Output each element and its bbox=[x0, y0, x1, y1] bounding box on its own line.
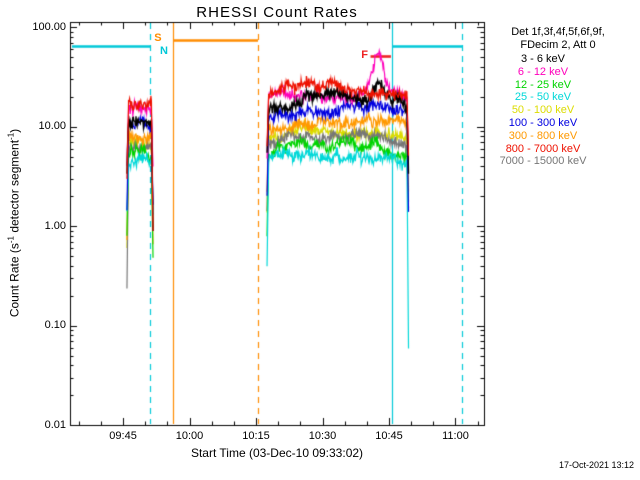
x-tick-label: 10:30 bbox=[308, 430, 337, 442]
flag-label-F: F bbox=[361, 48, 368, 61]
creation-timestamp: 17-Oct-2021 13:12 bbox=[558, 460, 634, 470]
legend-entry: 3 - 6 keV bbox=[520, 53, 566, 65]
legend-entry: 100 - 300 keV bbox=[508, 116, 578, 129]
legend-entry: 7000 - 15000 keV bbox=[499, 155, 587, 168]
legend-entry: 25 - 50 keV bbox=[514, 91, 572, 104]
y-axis-label-part: Count Rate (s bbox=[7, 243, 22, 318]
x-tick-label: 10:00 bbox=[175, 430, 204, 442]
flag-label-N: N bbox=[159, 45, 168, 58]
legend: Det 1f,3f,4f,5f,6f,9f, FDecim 2, Att 0 bbox=[478, 26, 638, 52]
y-axis-label-sup: -1 bbox=[6, 132, 16, 140]
x-tick-label: 10:15 bbox=[242, 430, 270, 442]
x-tick-label: 10:45 bbox=[375, 430, 403, 442]
y-tick-label: 10.00 bbox=[38, 120, 66, 133]
y-tick-label: 100.00 bbox=[32, 20, 66, 33]
legend-header-detectors: Det 1f,3f,4f,5f,6f,9f, bbox=[511, 26, 605, 38]
y-tick-label: 1.00 bbox=[44, 219, 66, 232]
flag-label-S: S bbox=[154, 32, 162, 45]
x-tick-label: 09:45 bbox=[109, 430, 137, 442]
x-tick-label: 11:00 bbox=[442, 430, 469, 442]
legend-entry: 12 - 25 keV bbox=[514, 78, 572, 91]
chart-title: RHESSI Count Rates bbox=[196, 4, 358, 21]
legend-entry: 6 - 12 keV bbox=[517, 65, 569, 78]
legend-entry: 300 - 800 keV bbox=[508, 129, 578, 142]
legend-header-decimation: FDecim 2, Att 0 bbox=[520, 39, 596, 51]
x-axis-label: Start Time (03-Dec-10 09:33:02) bbox=[190, 446, 364, 460]
legend-entry: 800 - 7000 keV bbox=[505, 142, 581, 155]
legend-entry: 50 - 100 keV bbox=[511, 104, 575, 117]
y-tick-label: 0.01 bbox=[44, 418, 66, 431]
legend-entries: 3 - 6 keV 6 - 12 keV 12 - 25 keV 25 - 50 ke… bbox=[455, 53, 631, 168]
y-axis-label-sup: -1 bbox=[6, 236, 16, 244]
y-tick-label: 0.10 bbox=[44, 319, 66, 332]
